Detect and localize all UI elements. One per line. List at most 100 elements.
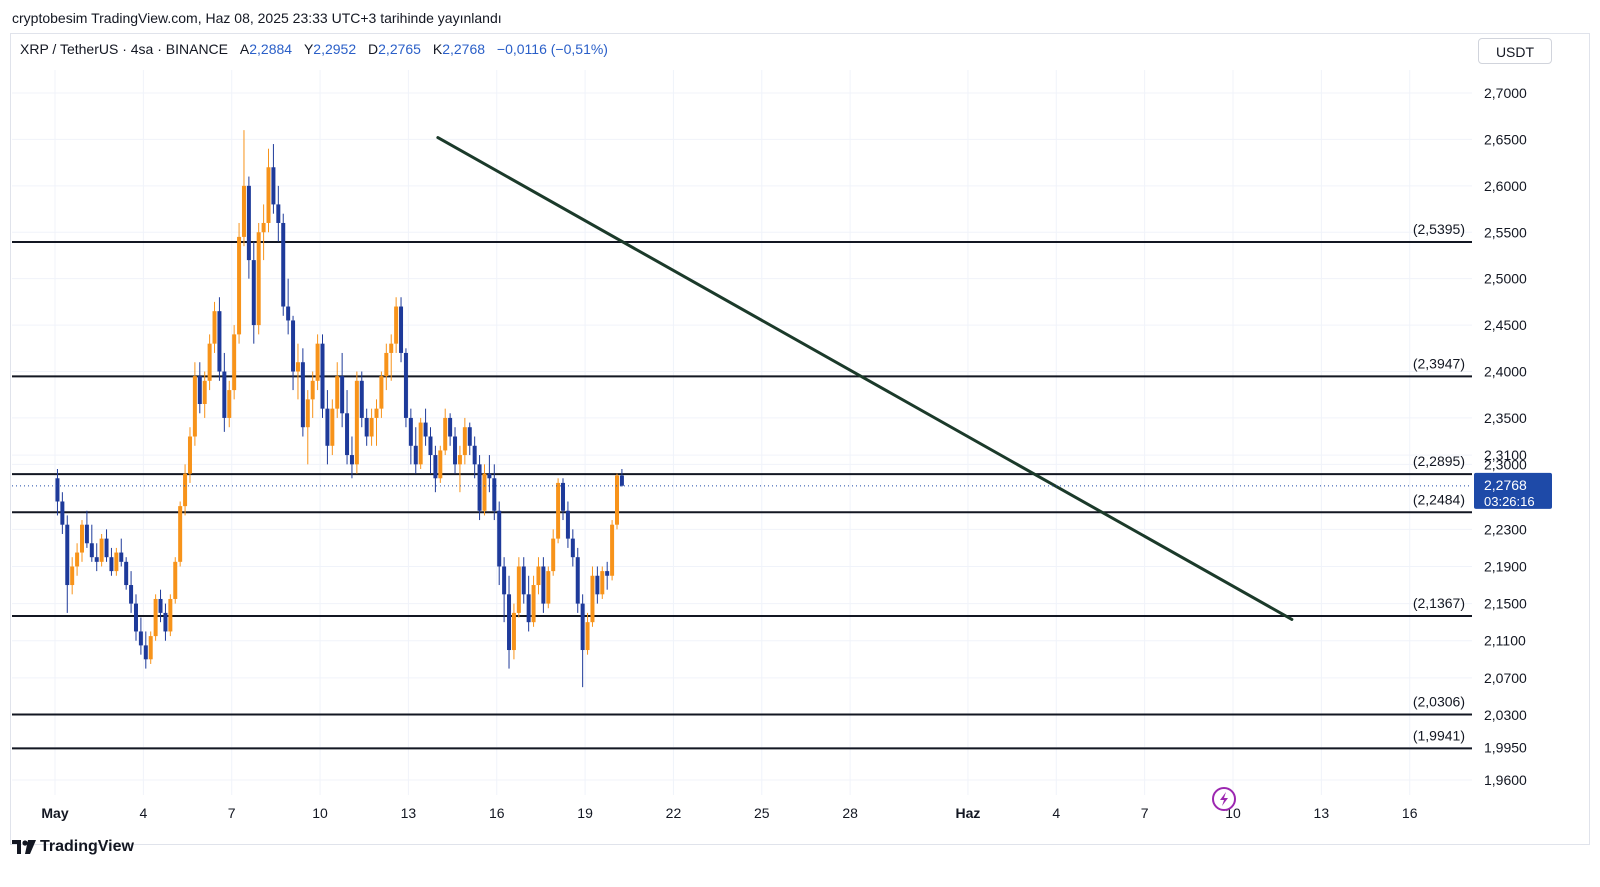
close-label: K [432,41,443,57]
candle-body [462,427,467,456]
x-tick-label: 19 [577,805,593,821]
candle-body [291,320,296,372]
candle-body [286,306,291,321]
candle-body [423,422,428,437]
high-label: Y [303,41,314,57]
candle-body [477,464,482,511]
tradingview-brand[interactable]: TradingView [12,838,134,856]
x-tick-label: 13 [1314,805,1330,821]
candle-body [129,585,134,604]
candle-body [526,594,531,623]
candle-body [399,306,404,353]
candle-body [585,622,590,651]
candle-body [325,408,330,446]
candle-body [541,566,546,604]
x-tick-label: 13 [401,805,417,821]
price-tag-box [1474,472,1552,509]
level-label: (2,1367) [1413,595,1465,611]
candle-body [403,352,408,418]
candle-body [507,594,512,651]
x-tick-label: 22 [666,805,682,821]
chart-frame [10,33,1590,845]
candle-body [187,436,192,474]
x-tick-label: Haz [955,805,980,821]
candle-body [546,571,551,604]
low-value: 2,2765 [378,41,421,57]
price-axis[interactable]: 2,7000 2,6500 2,6000 2,5500 2,5000 2,4500 2,40… [1484,85,1527,788]
x-tick-label: 7 [228,805,236,821]
lightning-icon[interactable] [1212,787,1236,811]
candle-body [605,571,610,576]
candle-body [340,376,345,414]
candle-body [561,482,566,511]
y-tick-label: 2,7000 [1484,85,1527,101]
x-tick-label: 10 [312,805,328,821]
candle-body [99,538,104,562]
candle-body [482,473,487,511]
symbol-name[interactable]: XRP / TetherUS · 4sa · BINANCE [20,41,228,57]
candle-body [556,482,561,539]
candle-body [207,343,212,381]
time-axis[interactable]: May 4 7 10 13 16 19 22 25 28 Haz 4 7 10 13 16 [41,805,1417,821]
chart-grid [12,70,1472,795]
candle-body [408,417,413,446]
candle-body [570,538,575,558]
candle-body [261,222,266,233]
candle-body [237,236,242,335]
currency-button[interactable]: USDT [1478,38,1552,64]
candle-body [94,557,99,562]
x-tick-label: 25 [754,805,770,821]
candle-body [590,575,595,623]
candle-body [212,311,217,344]
candle-body [138,631,143,646]
candle-body [600,571,605,595]
candle-body [511,612,516,651]
candle-body [60,501,65,525]
candle-body [531,585,536,623]
candle-body [271,167,276,205]
candle-body [354,380,359,465]
candle-body [345,413,350,456]
candle-body [183,473,188,507]
open-value: 2,2884 [249,41,293,57]
candle-body [379,376,384,409]
candle-body [443,417,448,451]
x-tick-label: 7 [1141,805,1149,821]
candle-body [163,612,168,632]
y-tick-label: 2,6500 [1484,131,1527,147]
y-tick-label: 2,4500 [1484,317,1527,333]
level-label: (2,0306) [1413,693,1465,709]
candle-body [575,557,580,604]
level-label: (2,2895) [1413,453,1465,469]
y-tick-label: 2,6000 [1484,178,1527,194]
candle-body [143,645,148,660]
candle-body [521,566,526,595]
candles [55,130,624,688]
published-info: cryptobesim TradingView.com, Haz 08, 202… [12,10,502,26]
level-label: (2,3947) [1413,355,1465,371]
candle-body [153,598,158,637]
candle-body [369,417,374,437]
candle-body [232,334,237,391]
candle-body [222,371,227,418]
candle-body [551,538,556,572]
candle-body [384,352,389,377]
candle-body [413,445,418,465]
candle-body [438,450,443,479]
candle-body [133,603,138,632]
candle-body [75,552,80,567]
y-tick-label: 2,5500 [1484,224,1527,240]
level-label: (2,2484) [1413,491,1465,507]
low-label: D [368,41,379,57]
candle-body [492,478,497,511]
y-tick-label: 2,5000 [1484,271,1527,287]
candle-body [300,362,305,428]
candle-body [502,566,507,595]
change-value: −0,0116 (−0,51%) [496,41,608,57]
trendline-layer [436,136,1294,621]
candle-body [320,343,325,409]
x-tick-label: 16 [489,805,505,821]
y-tick-label: 2,1100 [1484,633,1526,649]
candle-body [65,524,70,586]
